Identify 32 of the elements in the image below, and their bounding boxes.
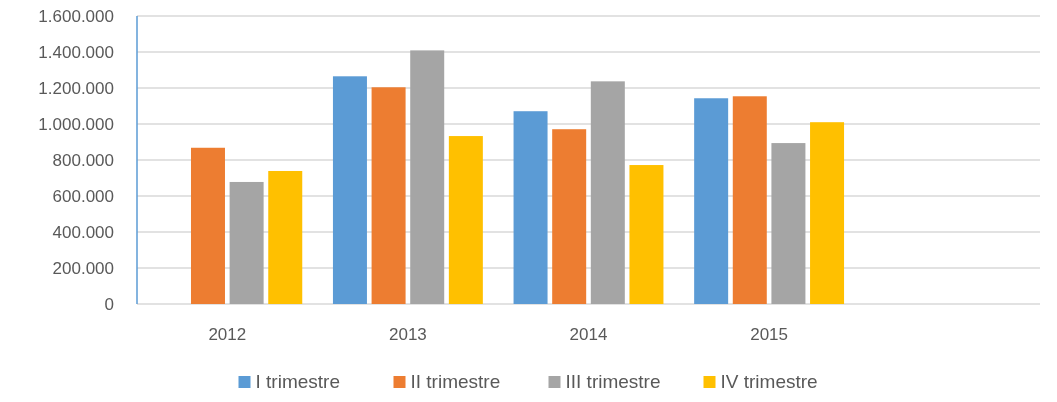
bar [629, 165, 664, 304]
x-tick-label: 2013 [388, 325, 427, 344]
bar [590, 81, 625, 304]
bar [552, 129, 587, 304]
y-tick-label: 1.200.000 [38, 78, 114, 98]
bar [694, 98, 729, 304]
y-tick-label: 1.600.000 [38, 6, 114, 26]
bar [229, 181, 264, 304]
bar [190, 147, 225, 304]
x-tick-label: 2015 [750, 325, 789, 344]
y-tick-label: 0 [104, 294, 114, 314]
bar [410, 50, 445, 304]
bar [371, 87, 406, 304]
x-tick-label: 2014 [569, 325, 608, 344]
bar [332, 76, 367, 304]
bar [268, 170, 303, 304]
bar [810, 122, 845, 304]
x-tick-label: 2012 [208, 325, 247, 344]
legend-label: II trimestre [410, 371, 501, 392]
y-tick-label: 1.400.000 [38, 42, 114, 62]
bar [448, 136, 483, 304]
bar [513, 111, 548, 304]
bar [771, 143, 806, 304]
legend-label: IV trimestre [720, 371, 818, 392]
y-tick-label: 600.000 [52, 186, 114, 206]
legend-label: I trimestre [255, 371, 340, 392]
y-tick-label: 1.000.000 [38, 114, 114, 134]
bar [732, 96, 767, 304]
legend-label: III trimestre [565, 371, 661, 392]
y-tick-label: 200.000 [52, 258, 114, 278]
y-tick-label: 800.000 [52, 150, 114, 170]
y-tick-label: 400.000 [52, 222, 114, 242]
